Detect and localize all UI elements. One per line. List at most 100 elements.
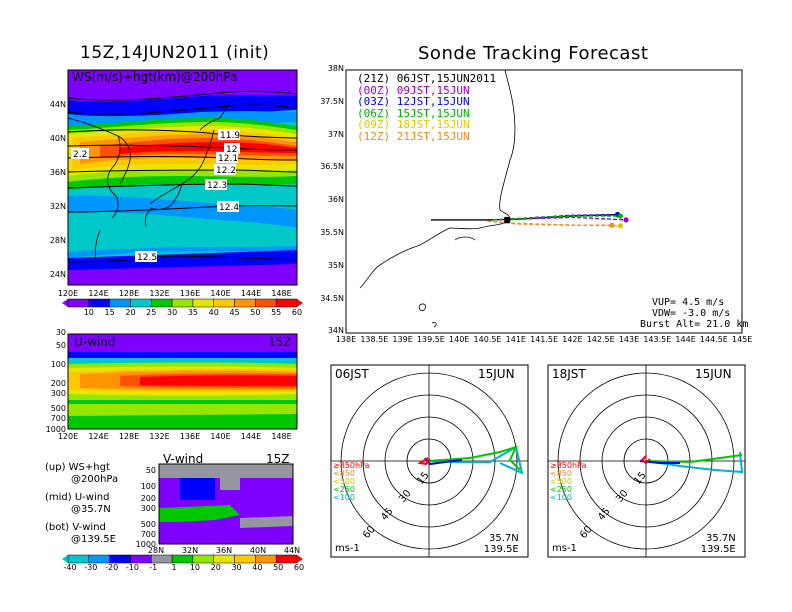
ring-speed-label: 30 bbox=[614, 488, 631, 505]
lon-tick-label: 139E bbox=[392, 335, 413, 344]
ws-lon-axis: 120E 124E 128E 132E 136E 140E 144E 148E bbox=[57, 289, 305, 301]
level-legend-item: <250 bbox=[550, 485, 572, 494]
contour-label: 12.4 bbox=[219, 203, 239, 213]
hodo-right-unit: ms-1 bbox=[552, 543, 577, 554]
lon-tick-label: 120E bbox=[57, 432, 79, 441]
track-lat-axis: 38N 37.5N 37N 36.5N 36N 35.5N 35N 34.5N 34N bbox=[306, 64, 344, 339]
lon-tick-label: 124E bbox=[88, 289, 109, 298]
ring-speed-label: 15 bbox=[415, 470, 432, 487]
lon-tick-label: 143E bbox=[618, 335, 640, 344]
pressure-tick-label: 500 bbox=[140, 520, 156, 529]
lon-tick-label: 148E bbox=[271, 432, 292, 441]
colorbar-arrow bbox=[297, 299, 303, 307]
lat-tick-label: 36N bbox=[49, 168, 66, 177]
track-run-time: 18JST,15JUN bbox=[396, 118, 470, 131]
lon-tick-label: 145E bbox=[732, 335, 753, 344]
lat-tick-label: 34.5N bbox=[320, 293, 344, 303]
colorbar-tick-label: 35 bbox=[187, 308, 198, 317]
lat-tick-label: 37N bbox=[327, 129, 344, 139]
track-run-cycle: (12Z) bbox=[357, 129, 391, 143]
colorbar-tick-label: 30 bbox=[166, 308, 178, 317]
lat-tick-label: 28N bbox=[49, 236, 66, 245]
vdw-value: VDW= -3.0 m/s bbox=[652, 308, 731, 319]
ws-panel-label: WS(m/s)+hgt(km)@200hPa bbox=[72, 70, 238, 84]
pressure-tick-label: 1000 bbox=[135, 540, 156, 549]
ring-speed-label: 45 bbox=[596, 506, 613, 523]
ws-lat-axis: 44N 40N 36N 32N 28N 24N bbox=[44, 92, 66, 282]
colorbar-tick-label: 60 bbox=[293, 563, 305, 572]
lon-tick-label: 142.5E bbox=[586, 335, 615, 344]
pressure-tick-label: 300 bbox=[50, 389, 66, 398]
track-line bbox=[493, 216, 627, 221]
colorbar-tick-label: 10 bbox=[189, 563, 200, 572]
lon-tick-label: 141.5E bbox=[530, 335, 559, 344]
lon-tick-label: 144E bbox=[240, 289, 262, 298]
track-run-item: (00Z) 09JST,15JUN bbox=[357, 83, 496, 97]
level-legend-item: <100 bbox=[333, 493, 355, 502]
ws-colorbar bbox=[62, 298, 303, 308]
colorbar-tick-label: 40 bbox=[252, 563, 263, 572]
lat-tick-label: 44N bbox=[49, 100, 66, 109]
hodo-right-ring-labels: 15 30 45 60 bbox=[548, 365, 745, 557]
level-legend-item: <100 bbox=[550, 493, 572, 502]
legend-mid-line1: (mid) U-wind bbox=[45, 492, 110, 503]
contour-label: 12.5 bbox=[137, 253, 157, 263]
hodo-left-lat: 35.7N bbox=[489, 533, 519, 544]
track-info: VUP= 4.5 m/s VDW= -3.0 m/s Burst Alt= 21… bbox=[640, 297, 748, 330]
colorbar-tick-label: 50 bbox=[273, 563, 284, 572]
colorbar-swatch bbox=[67, 554, 90, 564]
colorbar-tick-label: 45 bbox=[229, 308, 240, 317]
level-legend-item: <500 bbox=[550, 477, 572, 486]
lon-tick-label: 143.5E bbox=[643, 335, 672, 344]
track-lon-axis: 138E 138.5E 139E 139.5E 140E 140.5E 141E 141.5E… bbox=[330, 335, 760, 347]
lon-tick-label: 120E bbox=[57, 289, 79, 298]
level-legend-item: <250 bbox=[333, 485, 355, 494]
lon-tick-label: 132E bbox=[149, 432, 170, 441]
hodo-left-unit: ms-1 bbox=[335, 543, 360, 554]
pressure-tick-label: 50 bbox=[55, 341, 66, 350]
colorbar-arrow bbox=[62, 299, 68, 307]
track-run-cycle: (03Z) bbox=[357, 95, 391, 108]
track-run-time: 06JST,15JUN2011 bbox=[396, 72, 497, 85]
colorbar-tick-label: 10 bbox=[83, 308, 94, 317]
colorbar-tick-label: -20 bbox=[105, 563, 119, 572]
colorbar-tick-label: -10 bbox=[125, 563, 139, 572]
lon-tick-label: 144.5E bbox=[699, 335, 728, 344]
legend-bot: (bot) V-wind @139.5E bbox=[45, 522, 116, 546]
lat-tick-label: 28N bbox=[147, 546, 165, 555]
track-run-item: (03Z) 12JST,15JUN bbox=[357, 96, 496, 108]
v-panel-time: 15Z bbox=[266, 452, 290, 466]
colorbar-tick-label: 25 bbox=[146, 308, 157, 317]
pressure-tick-label: 200 bbox=[50, 379, 66, 388]
colorbar-tick-label: 60 bbox=[291, 308, 303, 317]
track-run-time: 09JST,15JUN bbox=[396, 83, 470, 97]
hodograph-right-panel bbox=[548, 365, 745, 557]
ring-speed-label: 15 bbox=[632, 470, 649, 487]
lat-tick-label: 40N bbox=[49, 134, 66, 143]
v-pressure-axis: 50 100 200 300 500 700 1000 bbox=[128, 466, 156, 550]
track-end-marker bbox=[623, 217, 629, 223]
v-lat-axis: 28N 32N 36N 40N 44N bbox=[147, 546, 305, 558]
pressure-tick-label: 30 bbox=[55, 328, 66, 337]
level-legend-item: ≥850hPa bbox=[333, 461, 370, 470]
track-line bbox=[487, 220, 612, 226]
pressure-tick-label: 700 bbox=[140, 530, 156, 539]
colorbar-tick-label: -40 bbox=[63, 563, 77, 572]
pressure-tick-label: 300 bbox=[140, 504, 156, 513]
ring-speed-label: 60 bbox=[361, 524, 378, 541]
colorbar-tick-label: -1 bbox=[149, 563, 158, 572]
colorbar-tick-label: 20 bbox=[210, 563, 221, 572]
lon-tick-label: 132E bbox=[149, 289, 170, 298]
ring-speed-label: 30 bbox=[397, 488, 414, 505]
hodograph-left-panel bbox=[331, 365, 528, 557]
hodo-left-lon: 139.5E bbox=[483, 544, 519, 555]
level-legend-item: ≥850hPa bbox=[550, 461, 587, 470]
lon-tick-label: 142E bbox=[562, 335, 583, 344]
legend-up-line2: @200hPa bbox=[71, 474, 119, 485]
legend-mid-line2: @35.7N bbox=[71, 504, 111, 515]
legend-bot-line2: @139.5E bbox=[71, 534, 116, 545]
pressure-tick-label: 50 bbox=[145, 466, 156, 475]
lat-tick-label: 35N bbox=[327, 260, 344, 270]
v-wind-panel bbox=[159, 464, 293, 544]
level-legend-item: <850 bbox=[550, 469, 572, 478]
